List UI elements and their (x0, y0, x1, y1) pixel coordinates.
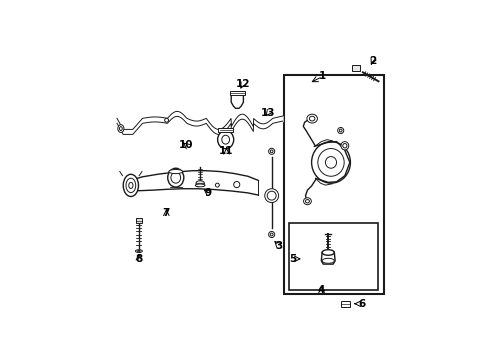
Ellipse shape (233, 181, 239, 188)
Text: 12: 12 (235, 79, 249, 89)
Text: 13: 13 (260, 108, 275, 118)
Ellipse shape (126, 178, 136, 193)
Bar (229, 91, 244, 95)
Ellipse shape (123, 174, 138, 197)
Ellipse shape (222, 135, 229, 144)
Text: 7: 7 (163, 208, 170, 218)
Ellipse shape (164, 118, 168, 122)
Polygon shape (321, 252, 334, 264)
Ellipse shape (322, 258, 334, 263)
Polygon shape (231, 94, 243, 108)
Ellipse shape (311, 141, 350, 183)
Bar (284, 75, 383, 294)
Ellipse shape (317, 149, 344, 176)
Text: 2: 2 (368, 56, 375, 66)
Polygon shape (314, 141, 349, 183)
Ellipse shape (167, 168, 183, 187)
Text: 8: 8 (135, 254, 142, 264)
Ellipse shape (215, 183, 219, 187)
Text: 10: 10 (179, 140, 193, 150)
Ellipse shape (325, 157, 336, 168)
Polygon shape (131, 171, 258, 195)
Bar (218, 128, 233, 132)
Ellipse shape (270, 150, 272, 153)
Ellipse shape (128, 183, 133, 188)
Ellipse shape (137, 251, 140, 252)
Ellipse shape (305, 199, 309, 203)
Bar (351, 66, 359, 71)
Ellipse shape (267, 191, 276, 200)
Ellipse shape (264, 189, 278, 203)
Ellipse shape (135, 250, 142, 252)
Bar (136, 218, 142, 223)
Text: 5: 5 (288, 254, 295, 264)
Ellipse shape (268, 231, 274, 238)
Text: 1: 1 (318, 72, 325, 81)
Ellipse shape (171, 172, 180, 183)
Ellipse shape (270, 233, 272, 236)
Ellipse shape (168, 170, 183, 174)
Ellipse shape (322, 250, 334, 255)
Ellipse shape (306, 114, 317, 123)
Ellipse shape (195, 184, 204, 187)
Ellipse shape (303, 198, 311, 205)
Ellipse shape (196, 184, 199, 187)
Text: 3: 3 (275, 240, 282, 251)
Text: 11: 11 (219, 146, 233, 156)
Bar (289, 223, 377, 290)
Ellipse shape (196, 181, 204, 186)
Ellipse shape (268, 148, 274, 154)
Ellipse shape (340, 141, 348, 150)
Ellipse shape (337, 127, 343, 134)
Ellipse shape (217, 131, 233, 149)
Text: 6: 6 (357, 299, 365, 309)
Text: 4: 4 (317, 285, 325, 296)
Bar (341, 301, 349, 307)
Ellipse shape (342, 144, 346, 148)
Ellipse shape (309, 116, 314, 121)
Ellipse shape (339, 129, 342, 132)
Text: 9: 9 (204, 188, 212, 198)
Ellipse shape (119, 127, 122, 131)
Ellipse shape (118, 125, 123, 132)
